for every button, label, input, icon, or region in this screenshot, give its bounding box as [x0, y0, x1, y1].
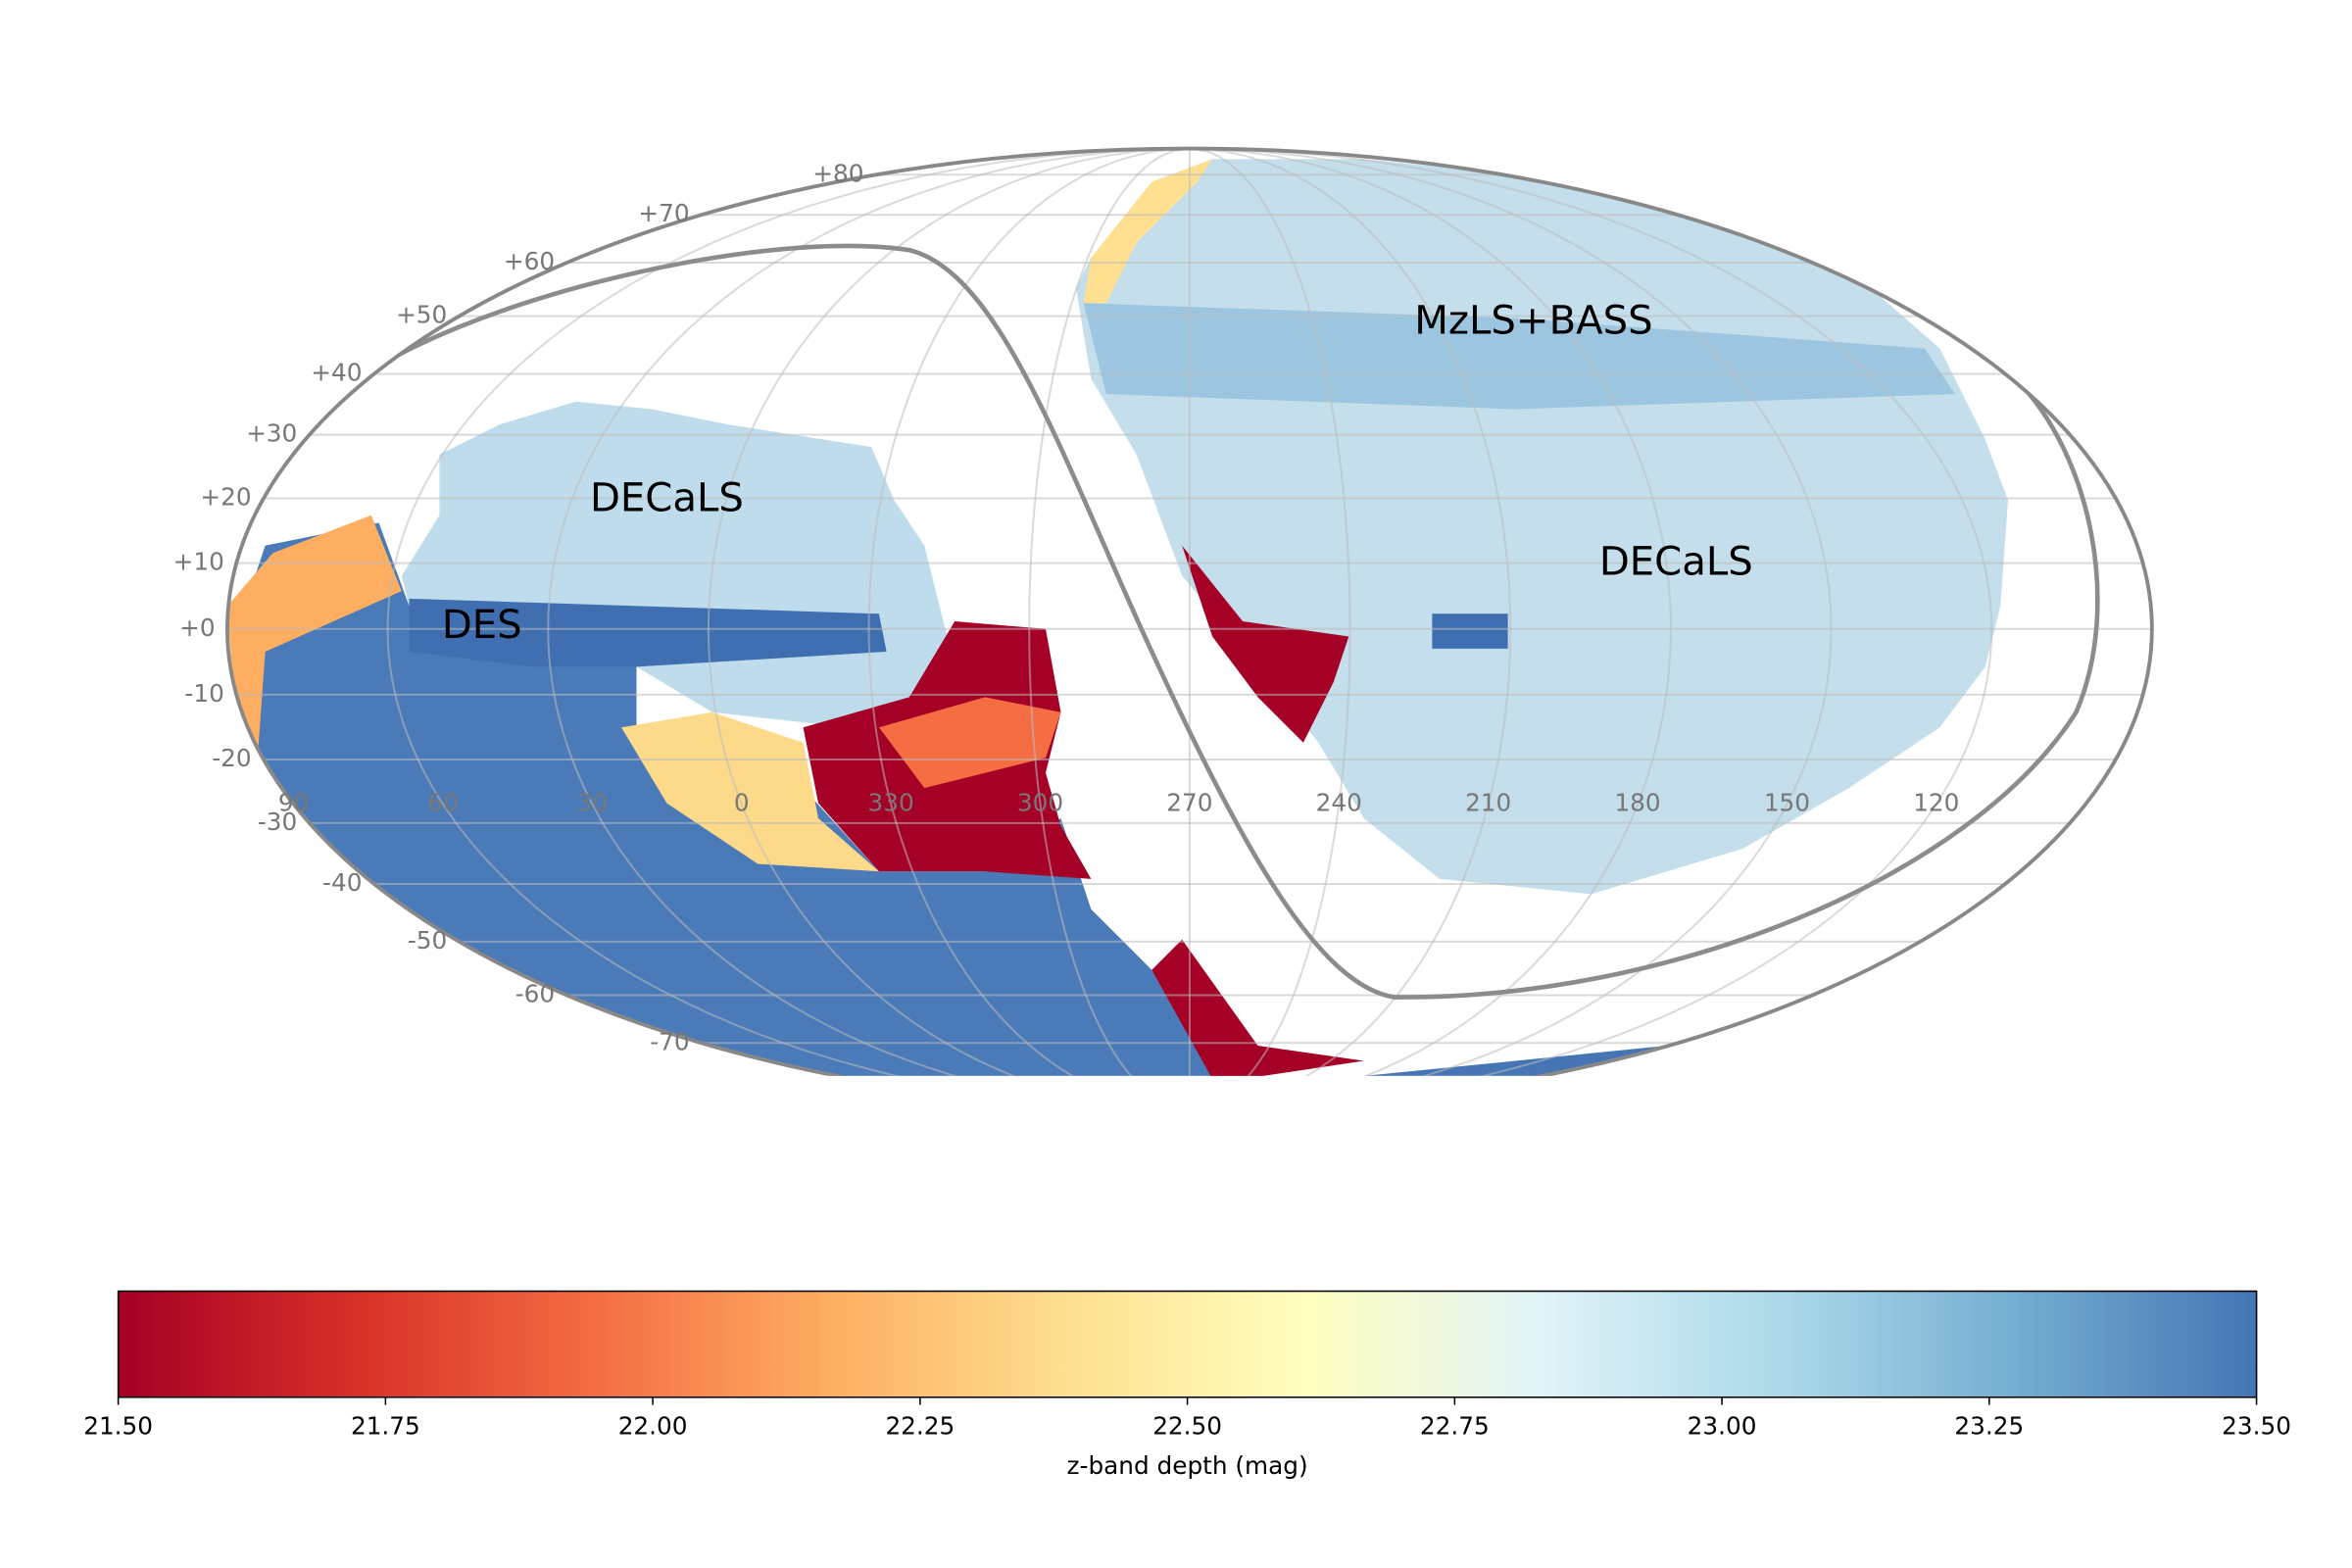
meridian — [867, 147, 1191, 1076]
colorbar-label: z-band depth (mag) — [1067, 1451, 1308, 1480]
colorbar-ticks: 21.50 21.75 22.00 22.25 22.50 22.75 23.00 23.25… — [83, 1396, 2291, 1441]
colorbar-tick-label: 21.50 — [83, 1412, 153, 1441]
dec-label: -60 — [515, 979, 555, 1007]
ra-label: 90 — [278, 789, 309, 817]
dec-label: +50 — [396, 301, 447, 329]
dec-label: +10 — [173, 548, 224, 576]
dec-label: +60 — [504, 247, 555, 275]
region-label: DECaLS — [1599, 539, 1753, 584]
meridian — [1189, 147, 1833, 1076]
dec-label: +20 — [200, 482, 251, 511]
ra-label: 180 — [1614, 789, 1660, 817]
dec-label: -10 — [184, 679, 223, 708]
colorbar-tick-label: 23.25 — [1954, 1412, 2024, 1441]
colorbar-tick-label: 23.50 — [2222, 1412, 2291, 1441]
meridian — [1189, 147, 1672, 1076]
dec-label: -50 — [408, 926, 447, 955]
dec-label: +80 — [812, 159, 863, 187]
ra-label: 300 — [1017, 789, 1063, 817]
footprints — [226, 159, 2152, 1076]
dec-label: +0 — [179, 613, 215, 642]
dec-label: -70 — [650, 1027, 689, 1055]
region-label: DECaLS — [590, 475, 744, 520]
colorbar — [117, 1290, 2258, 1398]
dec-label: +70 — [638, 199, 689, 227]
colorbar-tick-label: 22.50 — [1152, 1412, 1222, 1441]
region-label: MzLS+BASS — [1414, 298, 1652, 343]
meridian — [386, 147, 1190, 1076]
ra-label: 60 — [427, 789, 458, 817]
sky-outline — [225, 146, 2154, 1076]
colorbar-tick-label: 21.75 — [351, 1412, 420, 1441]
shallow-south — [1152, 939, 1364, 1076]
region-label: DES — [442, 603, 522, 648]
des-equator-band — [409, 598, 887, 667]
shallow-strip — [621, 711, 879, 872]
ra-label: 210 — [1465, 789, 1511, 817]
dec-label: -30 — [258, 808, 297, 836]
dec-label: +30 — [246, 419, 297, 448]
ra-label: 0 — [734, 789, 750, 817]
ra-label: 150 — [1764, 789, 1810, 817]
ra-label: 120 — [1913, 789, 1959, 817]
meridian — [547, 147, 1190, 1076]
colorbar-tick-label: 22.25 — [885, 1412, 955, 1441]
meridian — [1028, 147, 1191, 1076]
shallow-east — [1182, 545, 1349, 743]
west-edge — [226, 514, 402, 759]
meridian — [1189, 147, 1351, 1076]
ra-label: 30 — [577, 789, 608, 817]
meridian — [1189, 147, 1993, 1076]
map — [225, 146, 2154, 1076]
decals-equator-patch — [1432, 613, 1508, 649]
meridian — [707, 147, 1190, 1076]
map-labels: +80 +70 +60 +50 +40 +30 +20 +10 +0 -10 -20 -30 -40 -5… — [173, 159, 1960, 1055]
ra-label: 240 — [1316, 789, 1362, 817]
dec-label: +40 — [311, 358, 362, 386]
shallow-edge — [878, 697, 1061, 789]
ra-label: 330 — [868, 789, 914, 817]
colorbar-tick-label: 22.00 — [618, 1412, 688, 1441]
north-edge — [1083, 159, 1213, 304]
colorbar-tick-label: 23.00 — [1688, 1412, 1757, 1441]
mzls-deep-band — [1083, 303, 1955, 410]
colorbar-tick-label: 22.75 — [1420, 1412, 1490, 1441]
graticule — [225, 147, 2152, 1076]
galactic-plane — [347, 243, 2100, 1000]
dec-label: -20 — [212, 744, 251, 772]
dec-label: -40 — [322, 868, 362, 897]
ra-label: 270 — [1166, 789, 1212, 817]
